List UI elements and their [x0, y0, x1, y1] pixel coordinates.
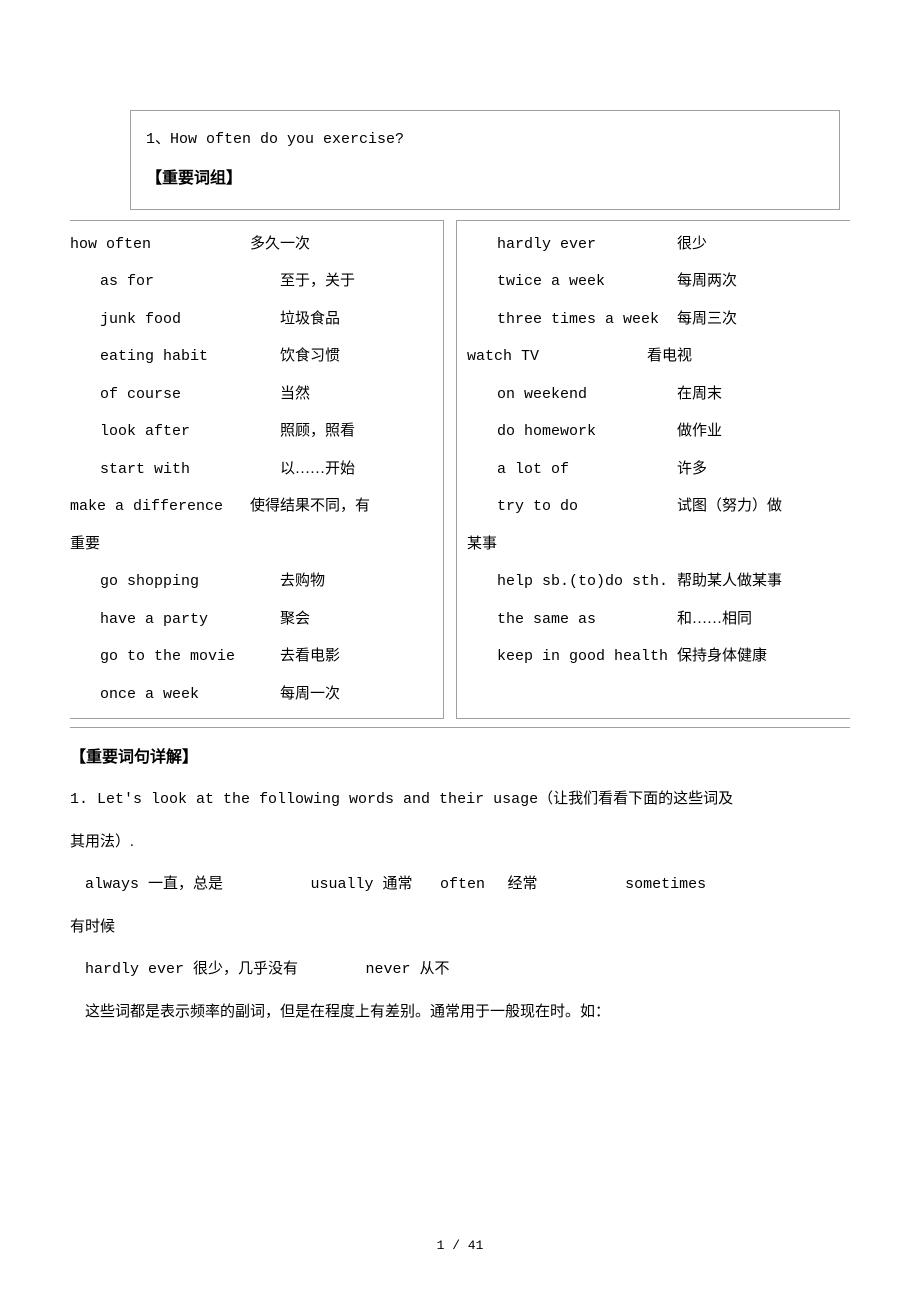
vocab-left-column: how often多久一次as for至于，关于junk food垃圾食品eat… [70, 220, 444, 720]
vocab-row: make a difference使得结果不同，有 [70, 488, 433, 526]
vocab-row: help sb.(to)do sth.帮助某人做某事 [467, 563, 850, 601]
detail-heading: 【重要词句详解】 [70, 738, 850, 778]
vocab-row: hardly ever很少 [467, 226, 850, 264]
vocab-cn-continued: 重要 [70, 526, 433, 564]
vocab-cn: 每周一次 [280, 676, 433, 714]
vocab-cn: 保持身体健康 [677, 638, 850, 676]
vocab-en: do homework [497, 413, 677, 451]
vocab-en: make a difference [70, 488, 250, 526]
vocab-row: junk food垃圾食品 [70, 301, 433, 339]
vocab-en: have a party [100, 601, 280, 639]
vocab-cn: 饮食习惯 [280, 338, 433, 376]
vocab-en: three times a week [497, 301, 677, 339]
vocab-row: watch TV看电视 [467, 338, 850, 376]
vocabulary-columns: how often多久一次as for至于，关于junk food垃圾食品eat… [70, 220, 850, 720]
vocab-row: once a week每周一次 [70, 676, 433, 714]
vocab-row: on weekend在周末 [467, 376, 850, 414]
vocab-cn: 使得结果不同，有 [250, 488, 433, 526]
vocab-row: eating habit饮食习惯 [70, 338, 433, 376]
vocab-en: junk food [100, 301, 280, 339]
vocab-cn: 去购物 [280, 563, 433, 601]
vocab-cn: 聚会 [280, 601, 433, 639]
vocab-cn: 去看电影 [280, 638, 433, 676]
vocab-en: twice a week [497, 263, 677, 301]
vocab-cn: 做作业 [677, 413, 850, 451]
vocab-en: as for [100, 263, 280, 301]
vocab-cn: 看电视 [647, 338, 850, 376]
vocab-row: three times a week每周三次 [467, 301, 850, 339]
vocab-cn-continued: 某事 [467, 526, 850, 564]
vocab-en: hardly ever [497, 226, 677, 264]
vocab-cn: 在周末 [677, 376, 850, 414]
vocab-section-title: 【重要词组】 [146, 159, 824, 199]
vocab-cn: 当然 [280, 376, 433, 414]
vocab-row: look after照顾，照看 [70, 413, 433, 451]
vocab-en: once a week [100, 676, 280, 714]
vocab-en: go to the movie [100, 638, 280, 676]
vocab-en: go shopping [100, 563, 280, 601]
vocab-cn: 每周三次 [677, 301, 850, 339]
vocab-row: how often多久一次 [70, 226, 433, 264]
vocab-row: go to the movie去看电影 [70, 638, 433, 676]
vocab-row: 某事 [467, 526, 850, 564]
vocab-row: the same as和……相同 [467, 601, 850, 639]
vocab-row: 重要 [70, 526, 433, 564]
header-box: 1、How often do you exercise? 【重要词组】 [130, 110, 840, 210]
vocab-en: a lot of [497, 451, 677, 489]
vocab-en: watch TV [467, 338, 647, 376]
page-number: 1 / 41 [437, 1230, 484, 1263]
detail-section: 【重要词句详解】 1. Let's look at the following … [70, 727, 850, 1033]
detail-line-1b: 其用法）. [70, 821, 850, 863]
vocab-row: of course当然 [70, 376, 433, 414]
unit-title: 1、How often do you exercise? [146, 121, 824, 159]
vocab-cn: 许多 [677, 451, 850, 489]
vocab-row: do homework做作业 [467, 413, 850, 451]
vocab-cn: 帮助某人做某事 [677, 563, 850, 601]
vocab-en: start with [100, 451, 280, 489]
vocab-en: try to do [497, 488, 677, 526]
vocab-en: of course [100, 376, 280, 414]
vocab-row: a lot of许多 [467, 451, 850, 489]
vocab-en: how often [70, 226, 250, 264]
detail-line-4: 这些词都是表示频率的副词，但是在程度上有差别。通常用于一般现在时。如： [70, 991, 850, 1033]
vocab-en: the same as [497, 601, 677, 639]
vocab-row: have a party聚会 [70, 601, 433, 639]
vocab-cn: 试图（努力）做 [677, 488, 850, 526]
vocab-en: on weekend [497, 376, 677, 414]
vocab-row: try to do试图（努力）做 [467, 488, 850, 526]
detail-line-3: hardly ever 很少，几乎没有 never 从不 [70, 948, 850, 991]
vocab-row: go shopping去购物 [70, 563, 433, 601]
vocab-cn: 至于，关于 [280, 263, 433, 301]
detail-line-1: 1. Let's look at the following words and… [70, 778, 850, 821]
vocab-cn: 多久一次 [250, 226, 433, 264]
detail-body: 1. Let's look at the following words and… [70, 778, 850, 1033]
vocab-en: look after [100, 413, 280, 451]
vocab-cn: 以……开始 [280, 451, 433, 489]
vocab-en: help sb.(to)do sth. [497, 563, 677, 601]
vocab-cn: 很少 [677, 226, 850, 264]
vocab-cn: 垃圾食品 [280, 301, 433, 339]
vocab-cn: 和……相同 [677, 601, 850, 639]
vocab-row: start with以……开始 [70, 451, 433, 489]
vocab-right-column: hardly ever很少twice a week每周两次three times… [456, 220, 850, 720]
detail-line-2b: 有时候 [70, 906, 850, 948]
vocab-cn: 每周两次 [677, 263, 850, 301]
vocab-cn: 照顾，照看 [280, 413, 433, 451]
vocab-row: as for至于，关于 [70, 263, 433, 301]
vocab-en: eating habit [100, 338, 280, 376]
vocab-row: keep in good health保持身体健康 [467, 638, 850, 676]
vocab-row: twice a week每周两次 [467, 263, 850, 301]
vocab-en: keep in good health [497, 638, 677, 676]
detail-line-2: always 一直，总是 usually 通常 often 经常 sometim… [70, 863, 850, 906]
